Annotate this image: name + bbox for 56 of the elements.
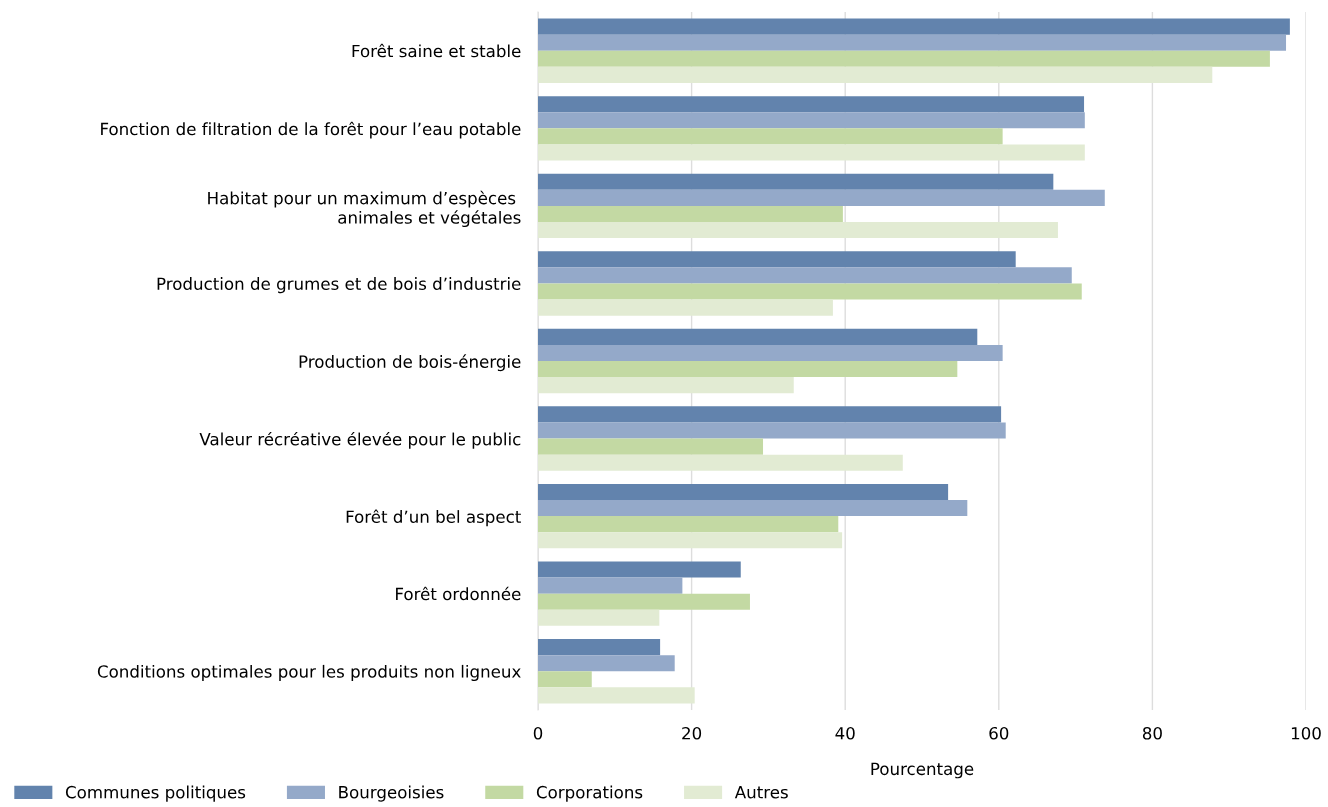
- legend-label: Bourgeoisies: [339, 785, 444, 802]
- bar: [538, 189, 1105, 206]
- bar: [538, 251, 1016, 268]
- bar: [538, 361, 958, 378]
- bar: [538, 438, 764, 455]
- y-tick-label: Forêt ordonnée: [396, 586, 521, 601]
- y-tick-label: Fonction de filtration de la forêt pour l’eau potable: [101, 121, 521, 139]
- bar: [538, 18, 1290, 35]
- y-tick-label: Valeur récréative élevée pour le public: [199, 431, 521, 449]
- legend-label: Communes politiques: [65, 785, 246, 802]
- y-tick-label: Forêt saine et stable: [352, 43, 521, 58]
- bar: [538, 267, 1072, 284]
- x-tick-label: 100: [1291, 726, 1321, 740]
- y-tick-label: Production de grumes et de bois d’industrie: [157, 277, 521, 294]
- bar: [538, 561, 741, 578]
- bar: [538, 577, 683, 594]
- bar: [538, 671, 592, 688]
- x-tick-label: 40: [835, 726, 855, 740]
- bar: [538, 144, 1085, 161]
- x-tick-label: 20: [682, 726, 702, 740]
- bar: [538, 655, 675, 672]
- bar: [538, 299, 833, 316]
- bar: [538, 34, 1287, 51]
- x-tick-label: 60: [989, 726, 1009, 740]
- bar: [538, 593, 750, 610]
- bar: [538, 328, 978, 345]
- bar: [538, 96, 1085, 113]
- bar: [538, 66, 1213, 83]
- bar: [538, 283, 1082, 300]
- y-tick-label: Conditions optimales pour les produits non ligneux: [97, 664, 521, 682]
- bar: [538, 344, 1003, 361]
- bar: [538, 516, 839, 533]
- bar: [538, 483, 949, 501]
- bar: [538, 532, 843, 549]
- x-tick-label: 80: [1142, 726, 1162, 740]
- bar: [538, 609, 660, 626]
- y-tick-label: Production de bois-énergie: [299, 354, 521, 372]
- bar: [538, 221, 1058, 239]
- bar: [538, 173, 1054, 190]
- bar: [538, 205, 843, 222]
- bar: [538, 50, 1270, 67]
- bar: [538, 128, 1003, 145]
- bar: [538, 687, 695, 704]
- x-axis-title: Pourcentage: [871, 762, 974, 779]
- x-tick-label: 0: [533, 726, 543, 740]
- legend-label: Corporations: [536, 785, 643, 802]
- bar: [538, 112, 1085, 129]
- bar: [538, 377, 794, 394]
- bar: [538, 500, 968, 517]
- bar: [538, 639, 661, 656]
- bar: [538, 422, 1006, 439]
- bar: [538, 454, 903, 471]
- y-tick-label: Habitat pour un maximum d’espèces animales et végétales: [208, 190, 521, 228]
- bar: [538, 406, 1002, 423]
- legend-label: Autres: [734, 786, 788, 799]
- y-tick-label: Forêt d’un bel aspect: [346, 509, 521, 527]
